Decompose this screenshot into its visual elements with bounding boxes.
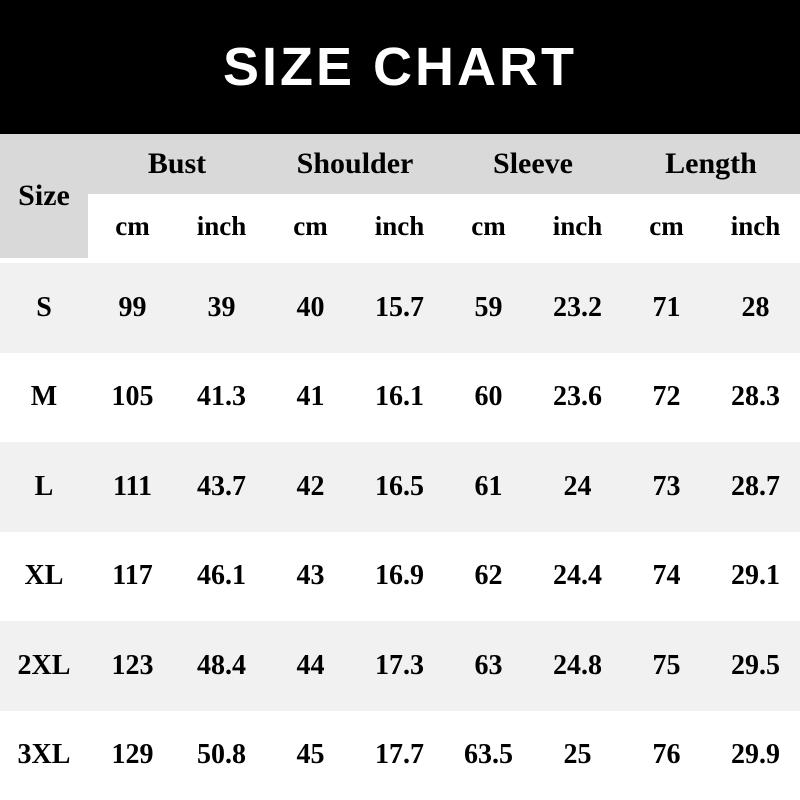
unit-header-bust-cm: cm — [115, 210, 150, 241]
table-header: Bust Shoulder Sleeve Length cm inch cm i… — [0, 134, 800, 258]
unit-header-bust-inch: inch — [196, 210, 247, 241]
table-cell: 41 — [296, 381, 325, 413]
table-row-s: S 99 39 40 15.7 59 23.2 71 28 — [0, 263, 800, 353]
table-cell: 63 — [474, 649, 503, 681]
size-column-header: Size — [0, 134, 88, 258]
table-cell: 63.5 — [464, 739, 513, 771]
table-cell: 15.7 — [375, 291, 424, 323]
table-row-2xl: 2XL 123 48.4 44 17.3 63 24.8 75 29.5 — [0, 621, 800, 711]
table-cell: 23.2 — [553, 291, 602, 323]
table-cell: 117 — [112, 560, 153, 592]
table-cell: 16.1 — [375, 381, 424, 413]
table-cell: 16.5 — [375, 470, 424, 502]
table-cell: 71 — [652, 291, 681, 323]
header-body-separator — [0, 258, 800, 263]
table-cell: 61 — [474, 470, 503, 502]
unit-header-shoulder-inch: inch — [374, 210, 425, 241]
table-cell: 24.4 — [553, 560, 602, 592]
unit-header-shoulder-cm: cm — [293, 210, 328, 241]
column-group-sleeve: Sleeve — [493, 147, 573, 180]
table-cell: 42 — [296, 470, 325, 502]
table-cell: 17.7 — [375, 739, 424, 771]
title-banner: SIZE CHART — [0, 0, 800, 134]
table-cell: 50.8 — [197, 739, 246, 771]
table-cell: 29.1 — [731, 560, 780, 592]
unit-header-length-cm: cm — [649, 210, 684, 241]
table-cell: 129 — [111, 739, 154, 771]
table-cell: 43.7 — [197, 470, 246, 502]
table-cell: 24.8 — [553, 649, 602, 681]
table-cell: 28.7 — [731, 470, 780, 502]
table-cell: 99 — [118, 291, 147, 323]
table-cell: 16.9 — [375, 560, 424, 592]
table-row-l: L 111 43.7 42 16.5 61 24 73 28.7 — [0, 442, 800, 532]
table-cell: 75 — [652, 649, 681, 681]
table-cell: 41.3 — [197, 381, 246, 413]
table-cell: 43 — [296, 560, 325, 592]
size-label: 2XL — [17, 649, 71, 681]
group-header-row: Bust Shoulder Sleeve Length — [0, 134, 800, 194]
table-cell: 73 — [652, 470, 681, 502]
table-cell: 28.3 — [731, 381, 780, 413]
table-cell: 25 — [563, 739, 592, 771]
table-body: S 99 39 40 15.7 59 23.2 71 28 M 105 41.3… — [0, 263, 800, 800]
table-cell: 60 — [474, 381, 503, 413]
table-row-m: M 105 41.3 41 16.1 60 23.6 72 28.3 — [0, 352, 800, 442]
table-cell: 44 — [296, 649, 325, 681]
column-group-length: Length — [665, 147, 757, 180]
column-group-bust: Bust — [147, 147, 207, 180]
table-cell: 48.4 — [197, 649, 246, 681]
table-cell: 105 — [111, 381, 154, 413]
table-cell: 46.1 — [197, 560, 246, 592]
table-cell: 74 — [652, 560, 681, 592]
table-cell: 45 — [296, 739, 325, 771]
unit-header-length-inch: inch — [730, 210, 781, 241]
page-title: SIZE CHART — [223, 37, 577, 97]
table-cell: 24 — [563, 470, 592, 502]
table-cell: 39 — [207, 291, 236, 323]
table-cell: 76 — [652, 739, 681, 771]
table-cell: 123 — [111, 649, 154, 681]
column-group-shoulder: Shoulder — [296, 147, 414, 180]
table-cell: 17.3 — [375, 649, 424, 681]
table-cell: 29.9 — [731, 739, 780, 771]
size-label: L — [34, 470, 54, 502]
size-label: 3XL — [17, 739, 71, 771]
table-row-3xl: 3XL 129 50.8 45 17.7 63.5 25 76 29.9 — [0, 710, 800, 800]
unit-header-sleeve-inch: inch — [552, 210, 603, 241]
table-row-xl: XL 117 46.1 43 16.9 62 24.4 74 29.1 — [0, 531, 800, 621]
size-label: S — [36, 291, 52, 323]
table-cell: 29.5 — [731, 649, 780, 681]
unit-header-sleeve-cm: cm — [471, 210, 506, 241]
table-cell: 59 — [474, 291, 503, 323]
unit-header-row: cm inch cm inch cm inch cm inch — [0, 194, 800, 258]
size-label: M — [30, 381, 58, 413]
table-cell: 40 — [296, 291, 325, 323]
table-cell: 111 — [113, 470, 152, 502]
table-cell: 28 — [741, 291, 770, 323]
table-cell: 23.6 — [553, 381, 602, 413]
table-cell: 62 — [474, 560, 503, 592]
size-label: XL — [24, 560, 64, 592]
table-cell: 72 — [652, 381, 681, 413]
